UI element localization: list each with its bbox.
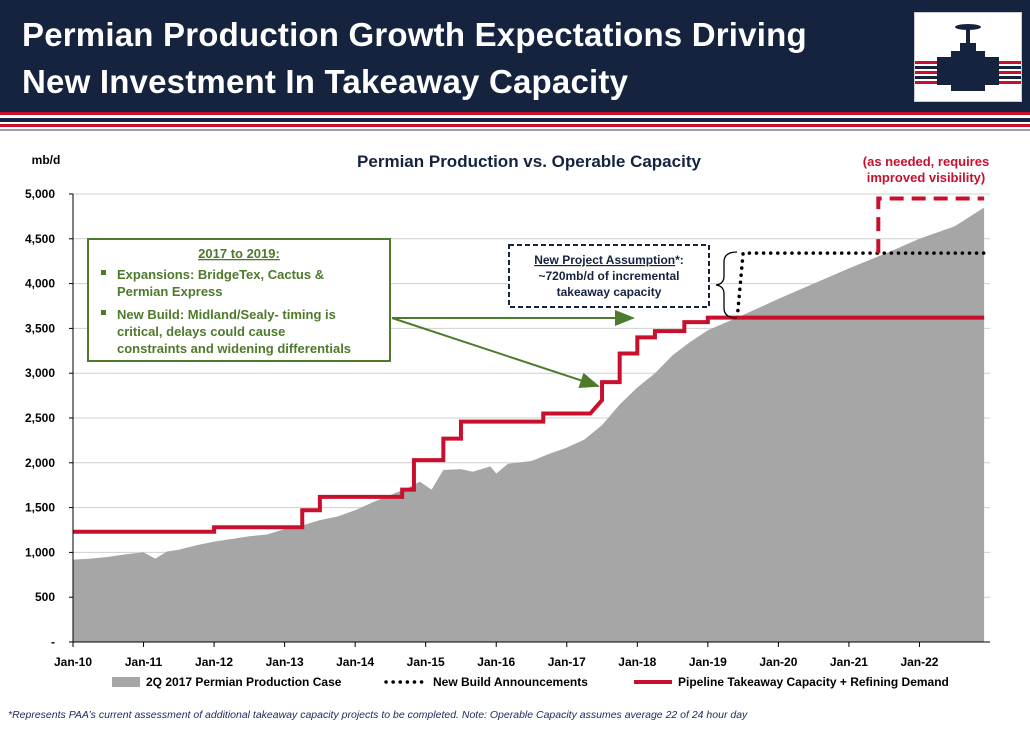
assumption-title-suffix: *: — [675, 253, 684, 267]
y-axis-label: mb/d — [32, 153, 61, 167]
y-tick-label: 1,500 — [25, 501, 55, 515]
x-tick-label: Jan-20 — [759, 655, 797, 669]
bullet-icon — [101, 310, 106, 315]
header-stripe — [0, 122, 1030, 124]
header-stripe — [0, 115, 1030, 118]
series-new-build-line — [735, 251, 986, 320]
y-tick-label: 2,500 — [25, 411, 55, 425]
callout-item-new-build-line: New Build: Midland/Sealy- timing is — [117, 307, 336, 322]
callout-item-new-build-line: constraints and widening differentials — [117, 341, 351, 356]
header-stripe — [0, 118, 1030, 122]
y-tick-label: 1,000 — [25, 545, 55, 559]
assumption-title: New Project Assumption*: — [534, 253, 684, 267]
x-tick-label: Jan-21 — [830, 655, 868, 669]
y-tick-label: 500 — [35, 590, 55, 604]
production-chart: - 500 1,000 1,500 2,000 2,500 3,000 3,500 4,000 4… — [25, 152, 990, 689]
page-title-line-1: Permian Production Growth Expectations D… — [22, 16, 807, 53]
x-tick-label: Jan-10 — [54, 655, 92, 669]
footnote: *Represents PAA’s current assessment of … — [8, 709, 748, 721]
green-callout: 2017 to 2019: Expansions: BridgeTex, Cac… — [87, 238, 391, 362]
x-tick-label: Jan-17 — [548, 655, 586, 669]
page-title-line-2: New Investment In Takeaway Capacity — [22, 63, 629, 100]
y-tick-label: 4,000 — [25, 277, 55, 291]
legend-label-new-build: New Build Announcements — [433, 675, 588, 689]
x-tick-label: Jan-13 — [266, 655, 304, 669]
x-tick-label: Jan-12 — [195, 655, 233, 669]
legend-label-production: 2Q 2017 Permian Production Case — [146, 675, 342, 689]
callout-arrow — [391, 317, 600, 388]
valve-icon — [915, 24, 1021, 91]
header-stripe — [0, 112, 1030, 115]
header-stripe — [0, 127, 1030, 129]
callout-item-expansions-line: Expansions: BridgeTex, Cactus & — [117, 267, 324, 282]
header-stripe — [0, 129, 1030, 131]
callout-item-new-build: New Build: Midland/Sealy- timing is crit… — [117, 307, 351, 356]
series-pipeline-capacity-line — [73, 315, 985, 534]
assumption-callout: New Project Assumption*: ~720mb/d of inc… — [508, 244, 710, 308]
y-tick-label: 5,000 — [25, 187, 55, 201]
callout-title: 2017 to 2019: — [198, 246, 280, 261]
x-tick-label: Jan-11 — [125, 655, 163, 669]
x-tick-label: Jan-22 — [900, 655, 938, 669]
legend-swatch-production — [112, 677, 140, 687]
assumption-line1: ~720mb/d of incremental — [538, 269, 679, 283]
company-logo — [914, 12, 1022, 102]
callout-item-expansions-line: Permian Express — [117, 284, 223, 299]
y-tick-label: 3,000 — [25, 366, 55, 380]
y-tick-label: 4,500 — [25, 232, 55, 246]
x-tick-label: Jan-16 — [477, 655, 515, 669]
legend-label-pipeline: Pipeline Takeaway Capacity + Refining De… — [678, 675, 949, 689]
title-banner: Permian Production Growth Expectations D… — [0, 0, 1030, 112]
x-tick-label: Jan-15 — [407, 655, 445, 669]
x-tick-label: Jan-18 — [618, 655, 656, 669]
as-needed-note-line2: improved visibility) — [867, 170, 985, 185]
y-tick-label: 2,000 — [25, 456, 55, 470]
callout-item-expansions: Expansions: BridgeTex, Cactus & Permian … — [117, 267, 328, 299]
y-tick-label: - — [51, 635, 55, 649]
chart-title: Permian Production vs. Operable Capacity — [357, 152, 701, 171]
bullet-icon — [101, 270, 106, 275]
curly-brace — [715, 251, 738, 319]
legend: 2Q 2017 Permian Production Case New Buil… — [112, 675, 949, 689]
series-as-needed-box — [876, 196, 985, 254]
header-stripe — [0, 124, 1030, 127]
callout-item-new-build-line: critical, delays could cause — [117, 324, 285, 339]
y-tick-label: 3,500 — [25, 321, 55, 335]
assumption-title-text: New Project Assumption — [534, 253, 675, 267]
x-tick-label: Jan-14 — [336, 655, 374, 669]
line-layer — [73, 196, 986, 534]
as-needed-note-line1: (as needed, requires — [863, 154, 989, 169]
assumption-line2: takeaway capacity — [557, 285, 662, 299]
x-tick-label: Jan-19 — [689, 655, 727, 669]
axis-layer: - 500 1,000 1,500 2,000 2,500 3,000 3,500 4,000 4… — [25, 187, 990, 669]
